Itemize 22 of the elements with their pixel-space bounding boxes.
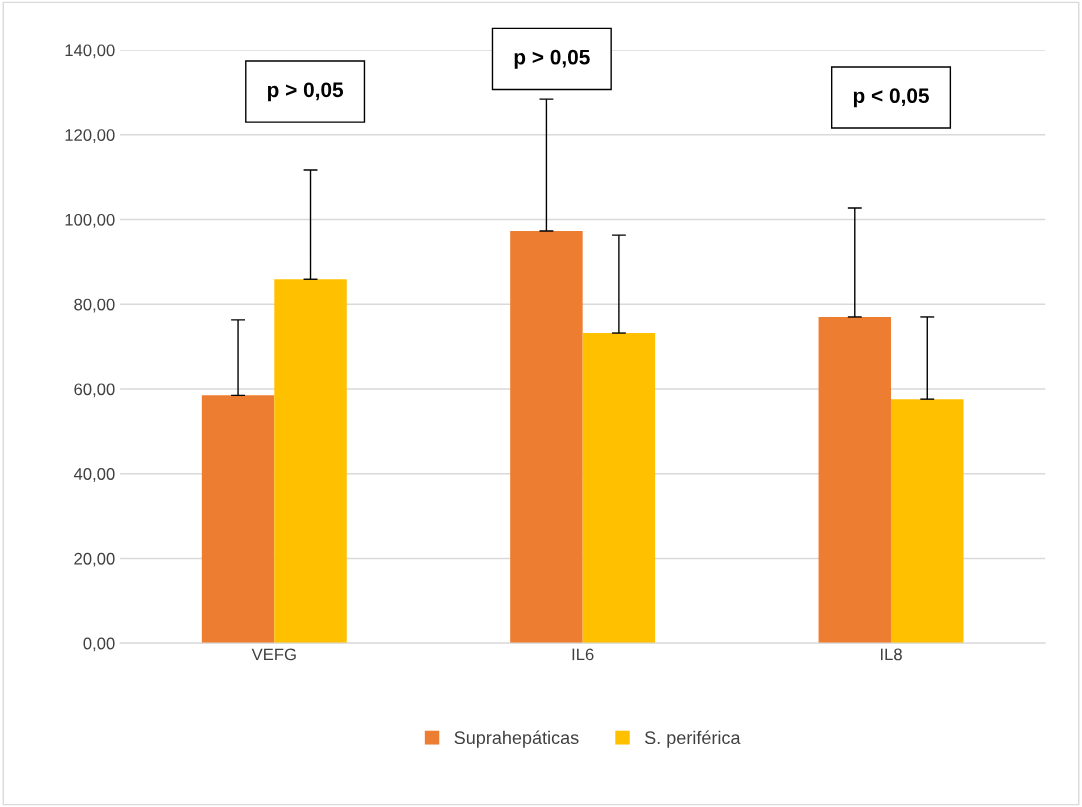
bar	[510, 230, 583, 644]
annotation: p > 0,05	[267, 82, 344, 102]
bar	[891, 399, 964, 644]
legend-label: S. periférica	[644, 730, 741, 748]
y-tick-label: 60,00	[74, 383, 115, 398]
x-tick-label: IL6	[572, 648, 594, 661]
y-tick-label: 120,00	[65, 129, 115, 143]
bar	[818, 316, 892, 644]
y-tick-label: 20,00	[74, 552, 115, 567]
y-tick-label: 140,00	[65, 44, 115, 59]
bar	[201, 395, 275, 644]
x-tick-label: IL8	[880, 648, 902, 661]
bar	[274, 279, 347, 644]
legend-label: Suprahepáticas	[454, 730, 579, 748]
y-tick-label: 100,00	[65, 213, 115, 228]
y-tick-label: 80,00	[74, 298, 115, 313]
annotation: p > 0,05	[514, 49, 590, 69]
y-tick-label: 0,00	[83, 637, 115, 652]
x-tick-label: VEFG	[251, 648, 296, 661]
annotation: p < 0,05	[853, 88, 929, 108]
bar	[582, 333, 656, 644]
y-tick-label: 40,00	[73, 468, 115, 482]
